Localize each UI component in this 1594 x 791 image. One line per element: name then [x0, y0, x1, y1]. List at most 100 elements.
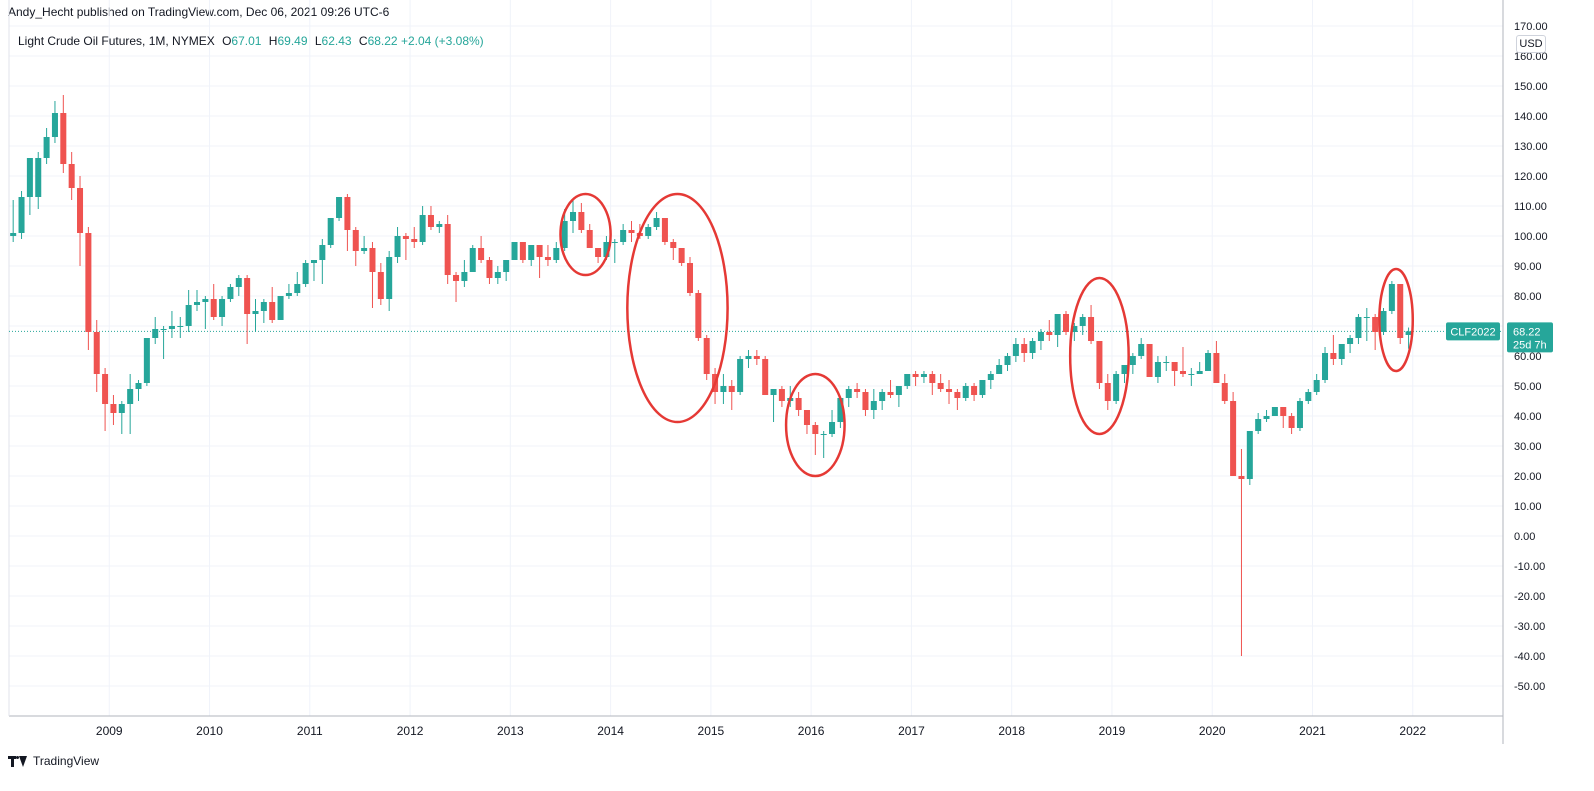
candle-body[interactable] — [168, 326, 175, 329]
candle-body[interactable] — [670, 242, 677, 248]
candle-body[interactable] — [737, 359, 744, 392]
candle-body[interactable] — [394, 236, 401, 257]
candle-body[interactable] — [26, 158, 33, 197]
candle-body[interactable] — [1004, 356, 1011, 365]
candle-body[interactable] — [695, 293, 702, 338]
candle-body[interactable] — [895, 386, 902, 395]
candle-body[interactable] — [595, 248, 602, 257]
candle-body[interactable] — [578, 212, 585, 230]
candle-body[interactable] — [920, 374, 927, 377]
candle-body[interactable] — [1230, 401, 1237, 476]
candle-body[interactable] — [411, 239, 418, 242]
candle-body[interactable] — [1338, 344, 1345, 359]
candle-body[interactable] — [570, 212, 577, 221]
currency-badge[interactable]: USD — [1516, 35, 1546, 53]
candle-body[interactable] — [1146, 344, 1153, 377]
candle-body[interactable] — [369, 248, 376, 272]
candle-body[interactable] — [720, 386, 727, 392]
candle-body[interactable] — [1163, 362, 1170, 363]
candle-body[interactable] — [962, 386, 969, 398]
candle-body[interactable] — [544, 257, 551, 260]
candle-body[interactable] — [285, 293, 292, 296]
candle-body[interactable] — [444, 224, 451, 275]
candle-body[interactable] — [1372, 317, 1379, 332]
candle-body[interactable] — [344, 197, 351, 230]
candle-body[interactable] — [753, 356, 760, 359]
price-tag[interactable] — [1507, 322, 1553, 353]
candle-body[interactable] — [829, 422, 836, 434]
candle-body[interactable] — [43, 137, 50, 158]
candle-body[interactable] — [536, 245, 543, 257]
candle-body[interactable] — [653, 218, 660, 227]
candle-body[interactable] — [678, 248, 685, 263]
candle-body[interactable] — [1138, 344, 1145, 356]
candle-body[interactable] — [461, 272, 468, 281]
candle-body[interactable] — [937, 383, 944, 389]
candle-body[interactable] — [870, 401, 877, 410]
candle-body[interactable] — [1363, 317, 1370, 318]
candle-body[interactable] — [795, 398, 802, 410]
candle-body[interactable] — [561, 221, 568, 248]
candle-body[interactable] — [1071, 326, 1078, 332]
candle-body[interactable] — [854, 389, 861, 392]
candle-body[interactable] — [1397, 284, 1404, 338]
candle-body[interactable] — [887, 392, 894, 395]
candle-body[interactable] — [862, 392, 869, 410]
candle-body[interactable] — [511, 242, 518, 260]
candle-body[interactable] — [1296, 401, 1303, 428]
candle-body[interactable] — [1062, 314, 1070, 332]
annotation-circle[interactable] — [784, 372, 846, 478]
candle-body[interactable] — [419, 215, 426, 242]
candle-body[interactable] — [227, 287, 234, 299]
candle-body[interactable] — [377, 272, 384, 299]
candle-body[interactable] — [202, 299, 209, 302]
tradingview-footer[interactable]: TradingView — [8, 752, 99, 770]
candle-body[interactable] — [1096, 341, 1103, 383]
candle-body[interactable] — [553, 248, 560, 260]
candle-body[interactable] — [352, 230, 359, 251]
candle-body[interactable] — [519, 242, 526, 260]
candle-body[interactable] — [85, 233, 92, 332]
candle-body[interactable] — [1405, 331, 1412, 335]
candle-body[interactable] — [1355, 317, 1362, 338]
candle-body[interactable] — [803, 410, 810, 425]
candle-body[interactable] — [1380, 311, 1387, 332]
candle-body[interactable] — [244, 278, 251, 314]
annotation-circle[interactable] — [1068, 276, 1130, 436]
candle-body[interactable] — [1263, 416, 1270, 419]
candle-body[interactable] — [979, 380, 986, 395]
ticker-tag[interactable] — [1446, 322, 1500, 341]
annotation-circle[interactable] — [559, 192, 612, 277]
candle-body[interactable] — [946, 389, 953, 392]
candle-body[interactable] — [611, 242, 618, 243]
candle-body[interactable] — [1271, 407, 1278, 416]
candle-body[interactable] — [762, 359, 769, 395]
candle-body[interactable] — [427, 215, 434, 227]
candle-body[interactable] — [770, 389, 777, 395]
candle-body[interactable] — [1213, 353, 1220, 383]
candle-body[interactable] — [1154, 362, 1161, 377]
candle-body[interactable] — [1121, 365, 1128, 374]
candle-body[interactable] — [310, 260, 317, 263]
candle-body[interactable] — [361, 248, 368, 251]
candle-body[interactable] — [102, 374, 109, 404]
candle-body[interactable] — [1079, 317, 1086, 326]
candle-body[interactable] — [904, 374, 911, 386]
candle-body[interactable] — [1246, 431, 1253, 479]
candle-body[interactable] — [1171, 362, 1178, 371]
candle-body[interactable] — [1205, 353, 1212, 371]
candle-body[interactable] — [252, 311, 259, 314]
candle-body[interactable] — [1238, 476, 1245, 479]
candle-body[interactable] — [336, 197, 343, 218]
candle-body[interactable] — [494, 272, 501, 278]
candle-body[interactable] — [528, 245, 535, 260]
candle-body[interactable] — [778, 389, 785, 401]
candle-body[interactable] — [1088, 317, 1095, 341]
candle-body[interactable] — [1347, 338, 1354, 344]
candle-body[interactable] — [686, 263, 693, 293]
candle-body[interactable] — [996, 365, 1003, 374]
candle-body[interactable] — [1188, 374, 1195, 375]
candle-body[interactable] — [929, 374, 936, 383]
